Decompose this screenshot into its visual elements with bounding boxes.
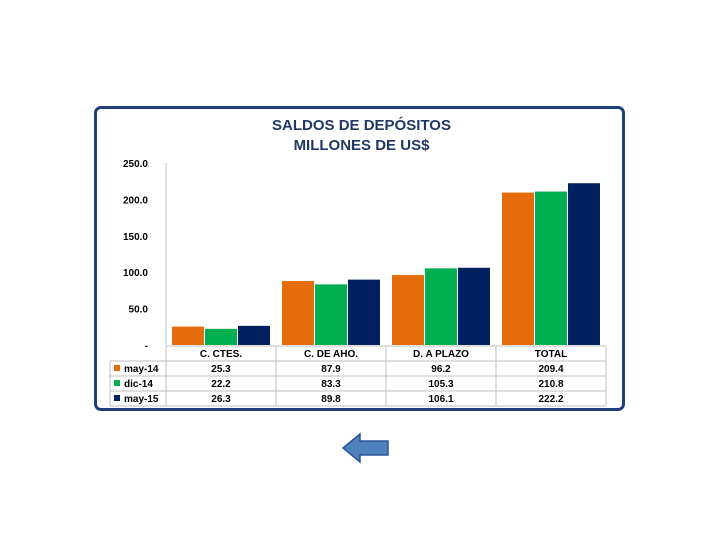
bar-dic-14-2 (425, 268, 457, 345)
data-label: 22.2 (211, 379, 231, 390)
bar-may-14-0 (172, 326, 204, 345)
data-label: 210.8 (538, 379, 563, 390)
category-label: C. DE AHO. (304, 349, 358, 360)
y-tick-label: 50.0 (129, 305, 149, 316)
y-tick-label: 150.0 (123, 232, 148, 243)
chart-title: SALDOS DE DEPÓSITOS MILLONES DE US$ (96, 116, 627, 156)
data-label: 105.3 (428, 379, 453, 390)
chart-title-line-1: SALDOS DE DEPÓSITOS (272, 117, 451, 134)
legend-key-may-15 (114, 395, 120, 401)
data-label: 106.1 (428, 394, 453, 405)
bar-dic-14-1 (315, 284, 347, 345)
bar-may-15-2 (458, 267, 490, 345)
bar-dic-14-3 (535, 191, 567, 345)
chart-title-line-2: MILLONES DE US$ (293, 137, 430, 154)
category-label: TOTAL (535, 349, 567, 360)
data-label: 96.2 (431, 364, 451, 375)
bar-may-14-2 (392, 274, 424, 345)
bar-dic-14-0 (205, 328, 237, 345)
data-label: 89.8 (321, 394, 341, 405)
legend-label: may-14 (124, 364, 159, 375)
data-label: 25.3 (211, 364, 231, 375)
y-tick-label: 250.0 (123, 159, 148, 170)
legend-key-may-14 (114, 365, 120, 371)
y-tick-label: 100.0 (123, 268, 148, 279)
legend-key-dic-14 (114, 380, 120, 386)
data-label: 222.2 (538, 394, 563, 405)
data-label: 83.3 (321, 379, 341, 390)
bar-may-15-3 (568, 183, 600, 345)
category-label: D. A PLAZO (413, 349, 469, 360)
bar-may-15-1 (348, 279, 380, 345)
data-label: 87.9 (321, 364, 341, 375)
y-tick-label: - (145, 341, 148, 352)
y-tick-label: 200.0 (123, 195, 148, 206)
data-label: 209.4 (538, 364, 563, 375)
bar-may-14-1 (282, 281, 314, 345)
data-label: 26.3 (211, 394, 231, 405)
legend-label: may-15 (124, 394, 159, 405)
back-arrow-icon[interactable] (342, 432, 390, 464)
legend-label: dic-14 (124, 379, 153, 390)
bar-may-14-3 (502, 192, 534, 345)
category-label: C. CTES. (200, 349, 242, 360)
bar-may-15-0 (238, 325, 270, 345)
